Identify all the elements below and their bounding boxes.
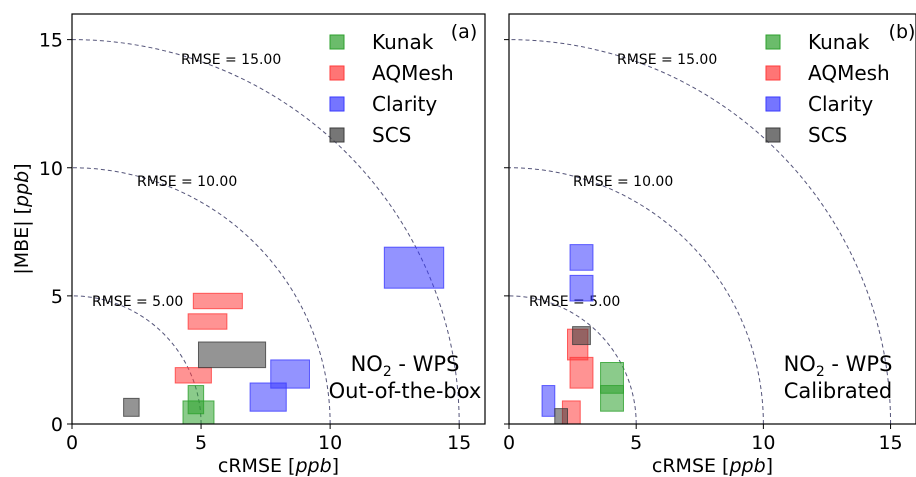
panel-annotation-line-2: Out-of-the-box [329, 379, 482, 403]
data-box-clarity-1 [383, 246, 445, 289]
panel-annotation-line-1: NO2 - WPS [784, 352, 893, 380]
panel-annotation-line-2: Calibrated [784, 379, 893, 403]
y-tick-label: 15 [39, 30, 63, 52]
panel-label: (b) [889, 21, 916, 43]
rmse-contour-5 [72, 295, 202, 424]
legend-label-kunak: Kunak [808, 30, 870, 54]
legend-swatch-clarity [329, 96, 345, 112]
rmse-contour-10 [72, 167, 331, 424]
legend-swatch-aqmesh [329, 65, 345, 81]
data-box-aqmesh-3 [174, 367, 212, 384]
data-box-scs-1 [197, 341, 267, 369]
legend-swatch-aqmesh [765, 65, 781, 81]
x-axis-title: cRMSE [ppb] [652, 455, 773, 477]
data-box-scs-2 [123, 397, 140, 417]
data-box-kunak-2 [600, 385, 624, 412]
legend-swatch-kunak [329, 34, 345, 50]
legend-swatch-clarity [765, 96, 781, 112]
legend-label-clarity: Clarity [808, 92, 873, 116]
chart-panel-a: RMSE = 5.00 RMSE = 10.00 RMSE = 15.00 0 5 10 1… [11, 13, 486, 477]
rmse-label-5: RMSE = 5.00 [529, 294, 620, 310]
data-box-clarity-3 [249, 382, 287, 412]
x-axis-title: cRMSE [ppb] [218, 455, 339, 477]
x-tick-label: 15 [447, 432, 471, 454]
legend-label-kunak: Kunak [372, 30, 434, 54]
data-box-aqmesh-2 [569, 356, 594, 389]
data-box-kunak-2 [182, 400, 215, 424]
data-box-clarity-1 [569, 244, 594, 271]
legend-swatch-scs [765, 127, 781, 143]
rmse-contour-5 [509, 295, 637, 424]
legend-label-aqmesh: AQMesh [808, 61, 890, 85]
rmse-label-10: RMSE = 10.00 [137, 174, 237, 190]
x-tick-label: 5 [195, 432, 207, 454]
data-box-scs-2 [554, 408, 569, 424]
y-axis-title: |MBE| [ppb] [11, 163, 33, 274]
y-tick-label: 5 [51, 286, 63, 308]
rmse-contour-15 [509, 39, 892, 424]
panel-label: (a) [451, 21, 477, 43]
legend-swatch-kunak [765, 34, 781, 50]
legend-label-aqmesh: AQMesh [372, 61, 454, 85]
x-tick-label: 0 [66, 432, 78, 454]
data-box-aqmesh-1 [192, 292, 243, 310]
x-tick-label: 15 [878, 432, 902, 454]
axes-frame [71, 13, 486, 425]
rmse-label-15: RMSE = 15.00 [181, 52, 281, 68]
x-tick-label: 10 [751, 432, 775, 454]
data-box-clarity-3 [541, 385, 556, 417]
data-box-clarity-2 [569, 274, 594, 302]
x-tick-label: 10 [318, 432, 342, 454]
x-tick-label: 5 [630, 432, 642, 454]
axes-frame [508, 13, 916, 425]
chart-panel-b: RMSE = 5.00 RMSE = 10.00 RMSE = 15.00 0 5 10 1… [503, 13, 916, 477]
rmse-label-15: RMSE = 15.00 [617, 52, 717, 68]
panel-annotation-line-1: NO2 - WPS [351, 352, 460, 380]
x-tick-label: 0 [503, 432, 515, 454]
legend-swatch-scs [329, 127, 345, 143]
rmse-label-5: RMSE = 5.00 [92, 294, 183, 310]
y-tick-label: 10 [39, 158, 63, 180]
legend-label-clarity: Clarity [372, 92, 437, 116]
rmse-contour-10 [509, 167, 764, 424]
rmse-label-10: RMSE = 10.00 [573, 174, 673, 190]
data-box-aqmesh-2 [187, 313, 228, 330]
y-tick-label: 0 [51, 414, 63, 436]
legend-label-scs: SCS [808, 123, 847, 147]
data-box-scs-1 [572, 326, 591, 346]
rmse-contour-15 [72, 39, 460, 424]
legend-label-scs: SCS [372, 123, 411, 147]
